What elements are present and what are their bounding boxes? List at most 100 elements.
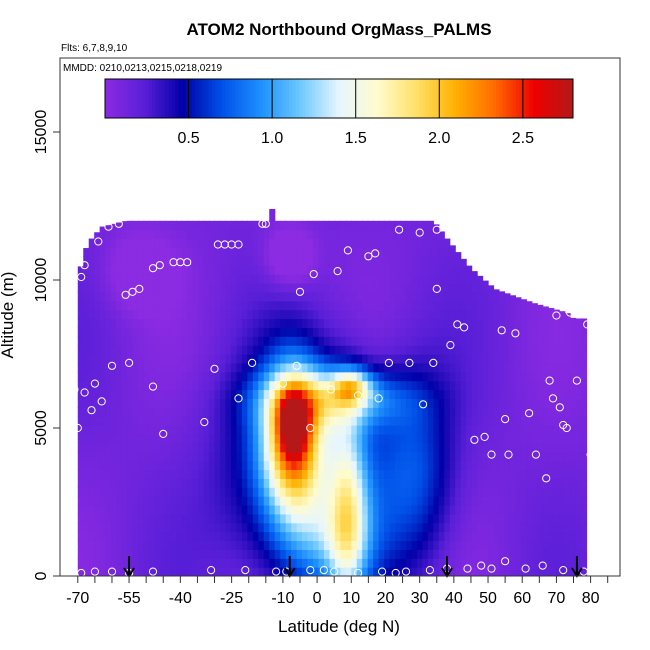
- colorbar-swatch: [532, 79, 537, 118]
- heatmap-cell: [121, 300, 128, 311]
- heatmap-cell: [373, 425, 380, 435]
- heatmap-cell: [302, 309, 309, 320]
- heatmap-cell: [105, 425, 112, 435]
- heatmap-cell: [127, 504, 134, 515]
- heatmap-cell: [220, 327, 227, 337]
- heatmap-cell: [247, 522, 254, 533]
- observation-point: [97, 397, 106, 406]
- heatmap-cell: [531, 433, 538, 444]
- heatmap-cell: [148, 522, 155, 533]
- heatmap-cell: [531, 380, 538, 391]
- heatmap-cell: [252, 442, 259, 453]
- heatmap-cell: [296, 265, 303, 275]
- heatmap-cell: [438, 247, 445, 257]
- heatmap-cell: [384, 460, 391, 471]
- heatmap-cell: [159, 256, 166, 266]
- heatmap-cell: [318, 504, 325, 515]
- heatmap-cell: [542, 513, 549, 524]
- heatmap-cell: [564, 398, 571, 408]
- heatmap-cell: [241, 309, 248, 320]
- heatmap-cell: [154, 327, 161, 337]
- heatmap-cell: [520, 549, 527, 559]
- heatmap-cell: [187, 265, 194, 275]
- heatmap-cell: [422, 238, 429, 249]
- heatmap-cell: [170, 487, 177, 497]
- heatmap-cell: [225, 247, 232, 257]
- colorbar-swatch: [539, 79, 544, 118]
- heatmap-cell: [548, 469, 555, 479]
- heatmap-cell: [143, 282, 150, 293]
- observation-point: [148, 382, 158, 391]
- heatmap-cell: [148, 531, 155, 542]
- heatmap-cell: [515, 513, 522, 524]
- heatmap-cell: [192, 469, 199, 479]
- heatmap-cell: [531, 504, 538, 515]
- heatmap-cell: [170, 265, 177, 275]
- heatmap-cell: [181, 558, 188, 568]
- heatmap-cell: [509, 362, 516, 373]
- heatmap-cell: [143, 487, 150, 497]
- heatmap-cell: [515, 371, 522, 382]
- heatmap-cell: [455, 469, 462, 479]
- heatmap-cell: [553, 362, 560, 373]
- heatmap-cell: [116, 469, 123, 479]
- heatmap-cell: [280, 354, 287, 364]
- heatmap-cell: [132, 398, 139, 408]
- heatmap-cell: [263, 354, 270, 364]
- observation-point: [87, 406, 96, 415]
- heatmap-cell: [94, 487, 101, 497]
- heatmap-cell: [148, 336, 155, 346]
- heatmap-cell: [318, 478, 325, 488]
- heatmap-cell: [416, 380, 423, 391]
- heatmap-cell: [263, 558, 270, 568]
- heatmap-cell: [181, 354, 188, 364]
- heatmap-cell: [438, 425, 445, 435]
- heatmap-cell: [263, 265, 270, 275]
- heatmap-cell: [416, 558, 423, 568]
- heatmap-cell: [181, 433, 188, 444]
- heatmap-cell: [384, 416, 391, 426]
- heatmap-cell: [252, 380, 259, 391]
- heatmap-cell: [526, 301, 533, 311]
- heatmap-cell: [83, 425, 90, 435]
- heatmap-cell: [400, 362, 407, 373]
- heatmap-cell: [433, 371, 440, 382]
- heatmap-cell: [471, 504, 478, 515]
- heatmap-cell: [405, 371, 413, 382]
- heatmap-cell: [214, 247, 221, 257]
- heatmap-cell: [564, 469, 571, 479]
- heatmap-cell: [143, 460, 150, 471]
- heatmap-cell: [247, 398, 254, 408]
- observation-point: [159, 429, 168, 438]
- heatmap-cell: [203, 362, 210, 373]
- heatmap-cell: [236, 442, 243, 453]
- heatmap-cell: [460, 362, 467, 373]
- heatmap-cell: [214, 300, 221, 311]
- heatmap-cell: [187, 336, 194, 346]
- heatmap-cell: [526, 425, 533, 435]
- heatmap-cell: [575, 496, 582, 506]
- heatmap-cell: [345, 336, 352, 346]
- heatmap-cell: [77, 460, 84, 471]
- heatmap-cell: [323, 451, 330, 462]
- heatmap-cell: [132, 416, 139, 426]
- heatmap-cell: [247, 309, 254, 320]
- heatmap-cell: [154, 496, 161, 506]
- heatmap-cell: [159, 229, 166, 240]
- heatmap-cell: [181, 238, 188, 249]
- heatmap-cell: [427, 540, 434, 550]
- heatmap-cell: [570, 460, 577, 471]
- heatmap-cell: [455, 362, 462, 373]
- heatmap-cell: [148, 540, 155, 550]
- heatmap-cell: [198, 371, 205, 382]
- heatmap-cell: [137, 549, 145, 559]
- heatmap-cell: [110, 371, 117, 382]
- heatmap-cell: [247, 487, 254, 497]
- heatmap-cell: [209, 478, 216, 488]
- heatmap-cell: [198, 345, 205, 355]
- heatmap-cell: [132, 460, 139, 471]
- heatmap-cell: [94, 496, 101, 506]
- heatmap-cell: [471, 416, 478, 426]
- heatmap-cell: [121, 407, 128, 417]
- heatmap-cell: [356, 327, 363, 337]
